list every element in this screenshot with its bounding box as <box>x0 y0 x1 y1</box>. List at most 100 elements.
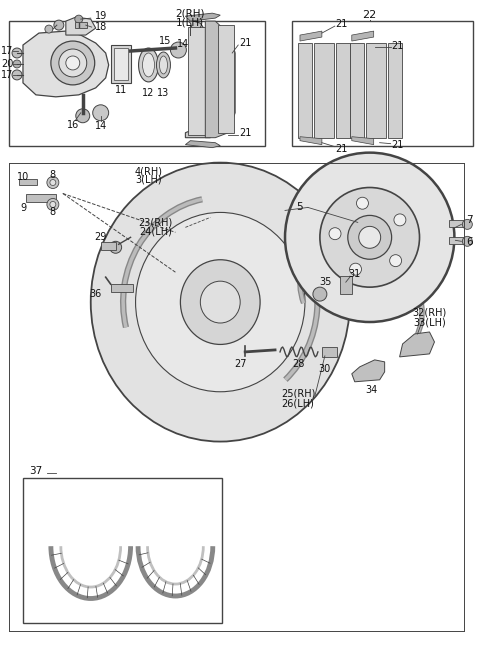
Text: 8: 8 <box>50 207 56 217</box>
Circle shape <box>12 48 22 58</box>
Circle shape <box>47 177 59 188</box>
Ellipse shape <box>180 259 260 344</box>
Bar <box>298 43 312 138</box>
Text: 23(RH): 23(RH) <box>138 217 173 228</box>
Text: 18: 18 <box>95 22 107 32</box>
Polygon shape <box>352 360 384 382</box>
Text: 26(LH): 26(LH) <box>282 399 314 409</box>
Text: 5: 5 <box>297 202 303 213</box>
Circle shape <box>54 20 64 30</box>
Text: 14: 14 <box>177 39 190 49</box>
Polygon shape <box>185 141 220 147</box>
Ellipse shape <box>200 281 240 323</box>
Polygon shape <box>399 332 434 357</box>
Bar <box>111 45 131 83</box>
Polygon shape <box>352 31 374 41</box>
Text: 1(LH): 1(LH) <box>176 17 204 27</box>
Text: 3(LH): 3(LH) <box>135 175 162 185</box>
Text: 12: 12 <box>143 88 155 98</box>
Polygon shape <box>185 21 215 138</box>
Circle shape <box>109 241 121 253</box>
Bar <box>388 43 402 138</box>
Text: 19: 19 <box>95 11 107 21</box>
Text: 29: 29 <box>95 232 107 243</box>
Circle shape <box>357 198 369 209</box>
Circle shape <box>320 188 420 287</box>
Circle shape <box>66 56 80 70</box>
Ellipse shape <box>156 52 170 78</box>
Circle shape <box>285 153 455 322</box>
Text: 17: 17 <box>1 70 13 80</box>
Text: 36: 36 <box>90 289 102 299</box>
Ellipse shape <box>139 48 158 82</box>
Circle shape <box>170 42 186 58</box>
Bar <box>366 43 385 138</box>
Circle shape <box>50 201 56 207</box>
Circle shape <box>75 15 83 23</box>
Circle shape <box>12 70 22 80</box>
Text: 25(RH): 25(RH) <box>281 389 315 399</box>
Text: 21: 21 <box>336 143 348 154</box>
Circle shape <box>59 49 87 77</box>
Circle shape <box>93 105 108 121</box>
Bar <box>350 43 364 138</box>
Text: 21: 21 <box>391 41 404 51</box>
Text: 31: 31 <box>348 269 361 279</box>
Circle shape <box>13 60 21 68</box>
Polygon shape <box>185 13 220 21</box>
Text: 9: 9 <box>20 203 26 213</box>
Text: 33(LH): 33(LH) <box>413 317 446 327</box>
Bar <box>9 21 265 145</box>
Bar <box>340 276 352 294</box>
Text: 7: 7 <box>466 215 473 226</box>
Circle shape <box>348 215 392 259</box>
Text: 24(LH): 24(LH) <box>139 226 172 236</box>
Bar <box>23 479 222 623</box>
Text: 21: 21 <box>239 128 252 138</box>
Text: 21: 21 <box>336 19 348 29</box>
Bar <box>114 48 128 80</box>
Circle shape <box>76 109 90 123</box>
Text: 21: 21 <box>391 140 404 150</box>
Bar <box>26 194 56 203</box>
Text: 37: 37 <box>29 466 43 477</box>
Text: 17: 17 <box>1 46 13 56</box>
Bar <box>101 243 116 250</box>
Ellipse shape <box>159 56 168 74</box>
Bar <box>111 284 132 292</box>
Bar <box>336 43 350 138</box>
Text: 8: 8 <box>50 170 56 179</box>
Bar <box>449 220 468 228</box>
Text: 13: 13 <box>157 88 169 98</box>
Circle shape <box>51 41 95 85</box>
Bar <box>449 237 468 244</box>
Circle shape <box>394 214 406 226</box>
Bar <box>314 43 334 138</box>
Bar <box>75 22 87 28</box>
Text: 2(RH): 2(RH) <box>176 8 205 18</box>
Polygon shape <box>205 21 235 138</box>
Text: 4(RH): 4(RH) <box>134 166 163 177</box>
Circle shape <box>329 228 341 240</box>
Text: 22: 22 <box>362 10 377 20</box>
Circle shape <box>462 236 472 246</box>
Polygon shape <box>352 137 374 145</box>
Ellipse shape <box>135 213 305 392</box>
Text: 35: 35 <box>320 277 332 287</box>
Circle shape <box>45 25 53 33</box>
Circle shape <box>349 263 361 275</box>
Ellipse shape <box>143 53 155 77</box>
Circle shape <box>462 219 472 230</box>
Bar <box>19 179 37 185</box>
Polygon shape <box>300 137 322 145</box>
Text: 30: 30 <box>319 364 331 374</box>
Circle shape <box>390 255 402 267</box>
Text: 10: 10 <box>17 171 29 181</box>
Polygon shape <box>66 17 96 35</box>
Circle shape <box>47 198 59 211</box>
Text: 14: 14 <box>95 121 107 131</box>
Text: 6: 6 <box>466 237 473 247</box>
Text: 21: 21 <box>239 38 252 48</box>
Bar <box>292 21 473 145</box>
Text: 27: 27 <box>234 359 246 369</box>
